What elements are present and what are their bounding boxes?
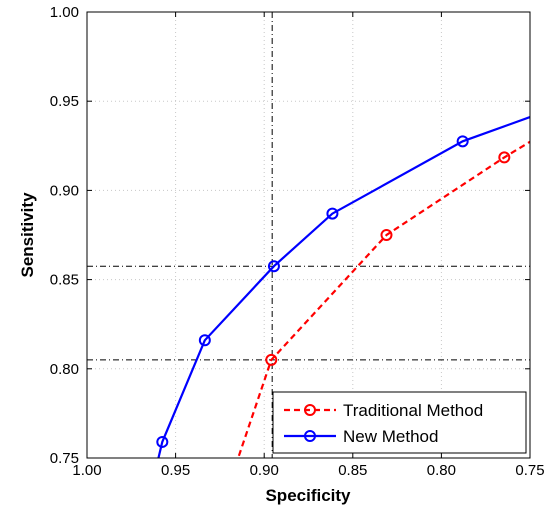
legend-box xyxy=(272,391,527,454)
y-tick-label: 0.90 xyxy=(50,182,79,199)
data-point-series-1 xyxy=(456,135,469,148)
data-point-series-1 xyxy=(156,435,169,448)
legend: Traditional Method New Method xyxy=(272,391,527,454)
reference-lines xyxy=(87,12,530,458)
data-point-series-1 xyxy=(198,334,211,347)
legend-marker-traditional xyxy=(304,404,316,416)
y-tick-label: 0.80 xyxy=(50,361,79,378)
tick-labels: 1.00 0.95 0.90 0.85 0.80 0.75 0.75 0.80 0.85 0.90… xyxy=(50,4,545,479)
ticks xyxy=(86,11,531,459)
legend-marker-new xyxy=(304,430,316,442)
y-tick-label: 1.00 xyxy=(50,4,79,21)
data-point-series-0 xyxy=(380,229,393,241)
y-tick-label: 0.85 xyxy=(50,272,79,289)
series-layer xyxy=(157,90,530,458)
x-tick-label: 1.00 xyxy=(72,462,101,479)
plot-frame xyxy=(86,11,531,459)
y-tick-label: 0.95 xyxy=(50,93,79,110)
x-tick-label: 0.85 xyxy=(338,462,367,479)
x-tick-label: 0.75 xyxy=(515,462,544,479)
y-tick-label: 0.75 xyxy=(50,450,79,467)
legend-label-new: New Method xyxy=(343,427,438,446)
marker-layer xyxy=(156,135,511,499)
legend-label-traditional: Traditional Method xyxy=(343,401,483,420)
x-tick-label: 0.95 xyxy=(161,462,190,479)
x-tick-label: 0.90 xyxy=(250,462,279,479)
data-point-series-1 xyxy=(267,260,280,273)
y-axis-label: Sensitivity xyxy=(18,192,37,278)
series-line-1 xyxy=(157,90,530,458)
data-point-series-0 xyxy=(265,353,278,366)
data-point-series-1 xyxy=(326,207,339,220)
x-tick-label: 0.80 xyxy=(427,462,456,479)
data-point-series-0 xyxy=(498,151,511,164)
series-line-0 xyxy=(236,96,530,458)
data-point-series-0 xyxy=(221,489,231,499)
x-axis-label: Specificity xyxy=(265,486,351,505)
